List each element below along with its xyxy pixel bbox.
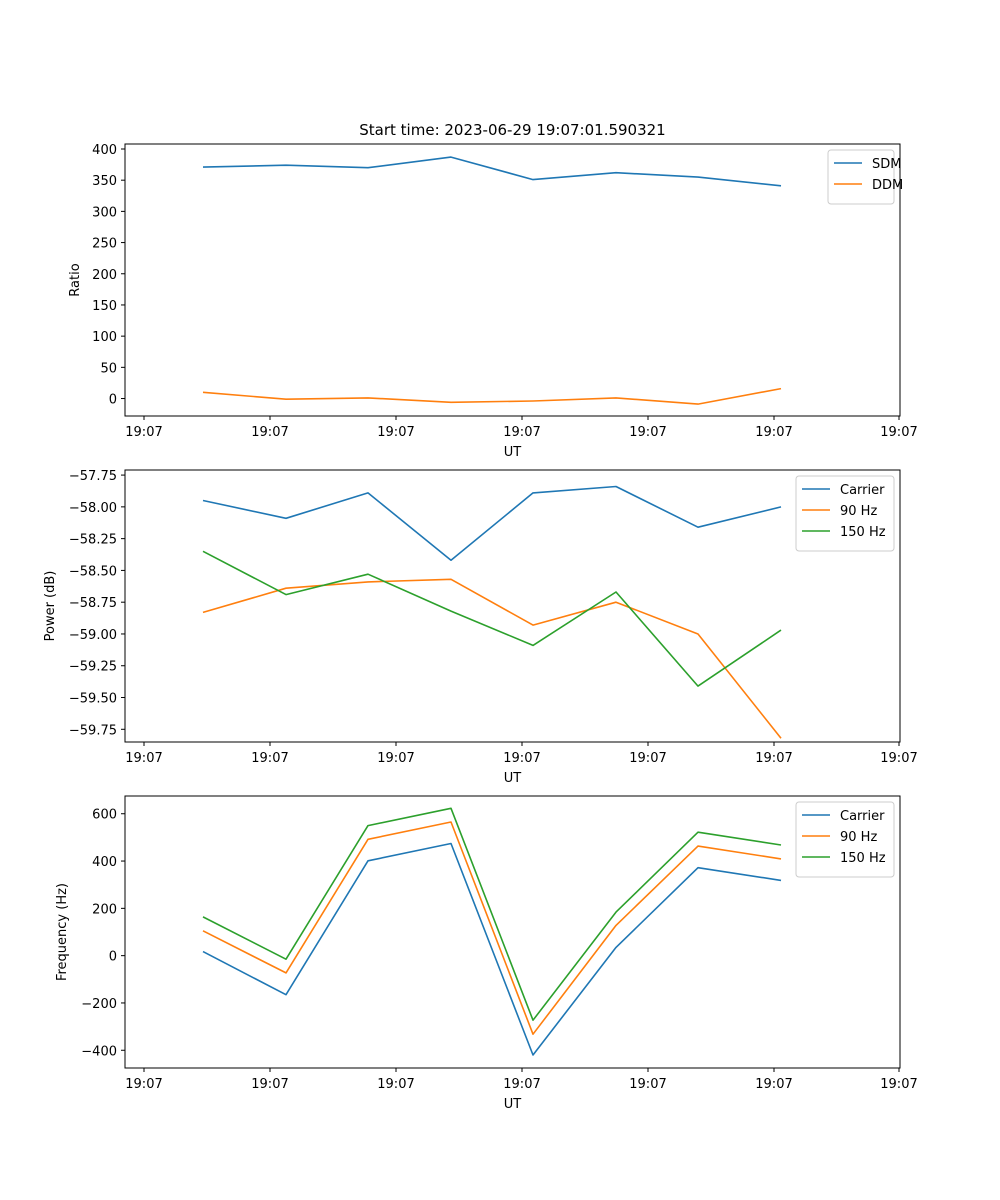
x-axis-label: UT — [504, 445, 522, 460]
series-line-ddm — [202, 387, 782, 405]
y-tick-label: −59.75 — [69, 723, 117, 738]
y-tick-label: −59.00 — [69, 628, 117, 643]
x-tick-label: 19:07 — [125, 425, 162, 440]
x-tick-label: 19:07 — [880, 1077, 917, 1092]
legend-entry: SDM — [872, 157, 901, 172]
x-tick-label: 19:07 — [755, 751, 792, 766]
chart-panel-1: Start time: 2023-06-29 19:07:01.590321 0 5… — [68, 121, 918, 460]
x-tick-label: 19:07 — [755, 425, 792, 440]
series-line-150-hz — [202, 550, 782, 687]
legend-box — [795, 475, 895, 552]
y-tick-label: 150 — [92, 299, 117, 314]
x-tick-label: 19:07 — [251, 425, 288, 440]
x-tick-label: 19:07 — [880, 751, 917, 766]
x-tick-label: 19:07 — [629, 751, 666, 766]
x-tick-label: 19:07 — [880, 425, 917, 440]
x-tick-label: 19:07 — [755, 1077, 792, 1092]
chart-title: Start time: 2023-06-29 19:07:01.590321 — [359, 121, 665, 139]
legend-entry: 90 Hz — [840, 830, 877, 845]
y-tick-label: 0 — [109, 393, 117, 408]
y-tick-label: −200 — [81, 997, 117, 1012]
y-tick-label: −400 — [81, 1044, 117, 1059]
legend-entry: 150 Hz — [840, 525, 886, 540]
series-line-90-hz — [202, 821, 782, 1035]
plot-area-frame — [124, 143, 901, 417]
series-line-150-hz — [202, 807, 782, 1022]
series-line-90-hz — [202, 578, 782, 739]
y-tick-label: 200 — [92, 268, 117, 283]
y-tick-label: 250 — [92, 237, 117, 252]
y-axis-label: Ratio — [68, 263, 83, 296]
legend: SDM DDM — [827, 149, 903, 205]
plot-area-frame — [124, 469, 901, 743]
x-axis-label: UT — [504, 1097, 522, 1112]
y-tick-label: −58.00 — [69, 501, 117, 516]
y-tick-label: 400 — [92, 143, 117, 158]
x-tick-label: 19:07 — [629, 1077, 666, 1092]
y-tick-label: 200 — [92, 902, 117, 917]
y-tick-label: −59.50 — [69, 692, 117, 707]
y-tick-label: 100 — [92, 330, 117, 345]
legend: Carrier 90 Hz 150 Hz — [795, 801, 895, 878]
x-tick-label: 19:07 — [125, 1077, 162, 1092]
y-tick-label: 600 — [92, 808, 117, 823]
legend-entry: 90 Hz — [840, 504, 877, 519]
legend-entry: DDM — [872, 178, 903, 193]
x-tick-label: 19:07 — [251, 751, 288, 766]
x-tick-label: 19:07 — [503, 751, 540, 766]
y-axis-label: Frequency (Hz) — [55, 883, 70, 981]
legend-entry: Carrier — [840, 483, 885, 498]
legend-box — [795, 801, 895, 878]
y-tick-label: −59.25 — [69, 660, 117, 675]
series-line-carrier — [202, 842, 782, 1056]
y-tick-label: −58.25 — [69, 533, 117, 548]
y-tick-label: 50 — [100, 361, 117, 376]
x-tick-label: 19:07 — [377, 1077, 414, 1092]
x-tick-label: 19:07 — [629, 425, 666, 440]
series-line-carrier — [202, 485, 782, 562]
y-tick-label: 400 — [92, 855, 117, 870]
y-tick-label: −58.50 — [69, 564, 117, 579]
x-tick-label: 19:07 — [503, 1077, 540, 1092]
legend-entry: Carrier — [840, 809, 885, 824]
plot-area-frame — [124, 795, 901, 1069]
y-tick-label: 350 — [92, 174, 117, 189]
y-tick-label: −58.75 — [69, 596, 117, 611]
chart-panel-2: −57.75 −58.00 −58.25 −58.50 −58.75 −59.00 −59.… — [43, 469, 918, 786]
x-tick-label: 19:07 — [503, 425, 540, 440]
chart-panel-3: −400 −200 0 200 400 600 19:07 19:07 19:07 19:07 19… — [55, 795, 918, 1112]
x-tick-label: 19:07 — [251, 1077, 288, 1092]
series-line-sdm — [202, 156, 782, 187]
y-tick-label: 300 — [92, 205, 117, 220]
legend-entry: 150 Hz — [840, 851, 886, 866]
y-tick-label: 0 — [109, 950, 117, 965]
x-tick-label: 19:07 — [125, 751, 162, 766]
y-tick-label: −57.75 — [69, 469, 117, 484]
legend: Carrier 90 Hz 150 Hz — [795, 475, 895, 552]
x-axis-label: UT — [504, 771, 522, 786]
y-axis-label: Power (dB) — [43, 571, 58, 642]
x-tick-label: 19:07 — [377, 751, 414, 766]
x-tick-label: 19:07 — [377, 425, 414, 440]
